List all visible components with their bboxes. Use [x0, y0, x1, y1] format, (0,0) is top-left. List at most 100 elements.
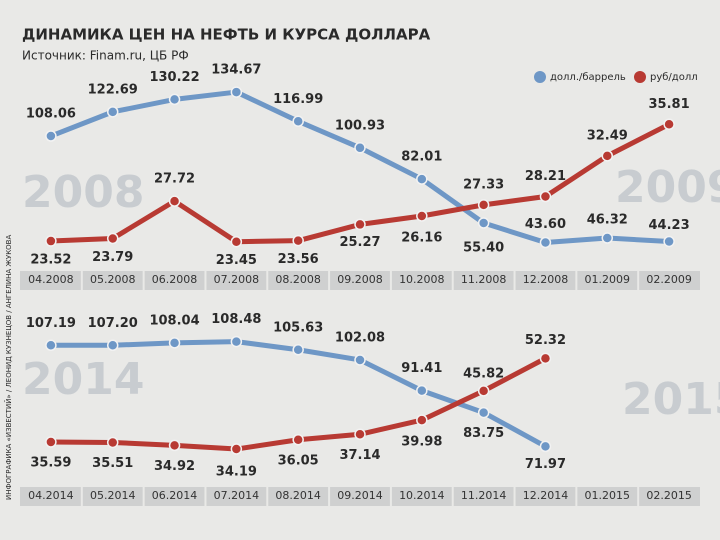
data-point [292, 234, 304, 247]
data-point [230, 235, 243, 248]
data-point [477, 199, 490, 211]
data-point [354, 428, 366, 441]
data-point [168, 439, 181, 452]
data-label: 43.60 [525, 217, 566, 232]
data-label: 105.63 [273, 320, 323, 335]
data-label: 55.40 [463, 241, 504, 256]
year-watermark: 2008 [22, 167, 144, 218]
data-label: 23.56 [278, 252, 319, 267]
legend-marker [634, 71, 646, 83]
data-label: 23.45 [216, 253, 257, 268]
subtitle: Источник: Finam.ru, ЦБ РФ [22, 49, 189, 63]
data-point [601, 150, 614, 162]
data-point [230, 86, 243, 98]
data-point [45, 235, 57, 247]
year-watermark: 2015 [622, 374, 720, 425]
legend-label: долл./баррель [550, 72, 626, 83]
data-label: 108.04 [149, 313, 199, 328]
data-label: 82.01 [401, 150, 442, 165]
data-label: 34.19 [216, 465, 257, 480]
x-tick-label: 01.2015 [585, 489, 631, 502]
x-tick-label: 05.2014 [90, 489, 136, 502]
data-label: 108.06 [26, 107, 76, 122]
data-label: 83.75 [463, 426, 504, 441]
data-label: 32.49 [587, 128, 628, 143]
data-point [230, 335, 243, 348]
data-point [106, 436, 119, 449]
x-tick-label: 08.2014 [275, 489, 321, 502]
data-point [539, 352, 552, 365]
data-point [230, 443, 243, 455]
data-point [477, 406, 490, 419]
data-point [416, 384, 428, 397]
data-label: 27.33 [463, 177, 504, 192]
data-point [663, 118, 675, 131]
data-point [106, 339, 119, 352]
data-label: 25.27 [339, 235, 380, 250]
data-label: 26.16 [401, 230, 442, 245]
category-band [20, 271, 700, 290]
year-watermark: 2009 [615, 162, 720, 213]
data-point [354, 142, 366, 154]
data-point [106, 232, 119, 245]
data-label: 122.69 [88, 82, 138, 97]
data-label: 37.14 [339, 448, 380, 463]
data-label: 71.97 [525, 457, 566, 472]
data-point [168, 93, 181, 106]
x-tick-label: 09.2008 [337, 273, 383, 286]
data-point [539, 190, 552, 203]
data-point [292, 344, 304, 356]
legend-marker [534, 71, 546, 83]
data-label: 116.99 [273, 92, 323, 107]
data-point [354, 354, 366, 366]
x-tick-label: 07.2014 [214, 489, 260, 502]
data-point [45, 130, 57, 142]
x-tick-label: 10.2008 [399, 273, 445, 286]
data-point [292, 115, 304, 128]
data-point [477, 385, 490, 397]
data-point [477, 217, 490, 229]
title: ДИНАМИКА ЦЕН НА НЕФТЬ И КУРСА ДОЛЛАРА [22, 26, 431, 44]
x-tick-label: 02.2015 [646, 489, 692, 502]
category-band [20, 487, 700, 506]
x-tick-label: 01.2009 [585, 273, 631, 286]
data-point [106, 106, 119, 118]
data-label: 35.51 [92, 456, 133, 471]
data-point [416, 210, 428, 222]
x-tick-label: 09.2014 [337, 489, 383, 502]
data-point [539, 236, 552, 249]
data-label: 52.32 [525, 333, 566, 348]
credit: ИНФОГРАФИКА «ИЗВЕСТИЙ» / ЛЕОНИД КУЗНЕЦОВ… [4, 235, 13, 500]
data-label: 134.67 [211, 63, 261, 78]
x-tick-label: 04.2014 [28, 489, 74, 502]
data-label: 27.72 [154, 172, 195, 187]
data-label: 28.21 [525, 169, 566, 184]
data-point [416, 173, 428, 185]
data-label: 44.23 [649, 218, 690, 233]
data-point [663, 235, 675, 248]
data-point [168, 337, 181, 349]
data-label: 36.05 [278, 453, 319, 468]
data-point [354, 218, 366, 231]
data-label: 35.81 [649, 97, 690, 112]
data-label: 35.59 [30, 456, 71, 471]
legend-label: руб/долл [650, 72, 698, 83]
data-point [601, 232, 614, 244]
x-tick-label: 05.2008 [90, 273, 136, 286]
data-label: 23.52 [30, 253, 71, 268]
x-tick-label: 07.2008 [214, 273, 260, 286]
x-tick-label: 10.2014 [399, 489, 445, 502]
data-point [416, 414, 428, 426]
data-label: 107.19 [26, 316, 76, 331]
data-label: 107.20 [88, 316, 138, 331]
data-label: 100.93 [335, 118, 385, 133]
x-tick-label: 11.2008 [461, 273, 507, 286]
x-tick-label: 12.2014 [523, 489, 569, 502]
x-tick-label: 08.2008 [275, 273, 321, 286]
x-tick-label: 02.2009 [646, 273, 692, 286]
data-label: 91.41 [401, 361, 442, 376]
data-label: 45.82 [463, 366, 504, 381]
x-tick-label: 12.2008 [523, 273, 569, 286]
